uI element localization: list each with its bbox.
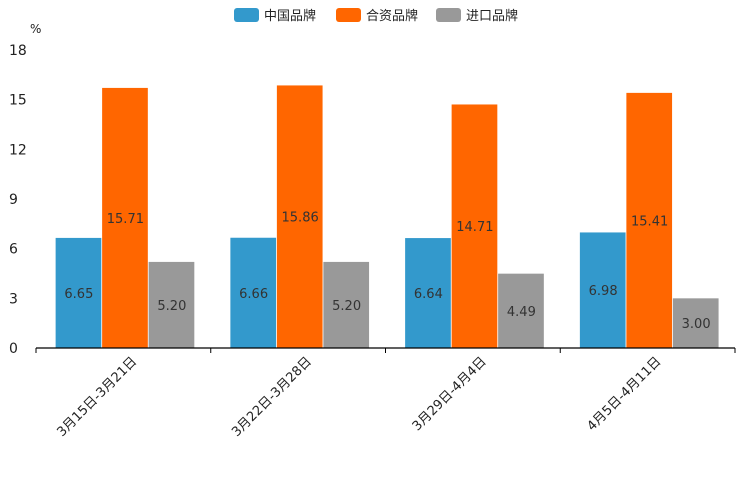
y-tick-label: 12 — [9, 142, 27, 158]
legend: 中国品牌 合资品牌 进口品牌 — [234, 8, 518, 24]
x-category-label: 3月22日-3月28日 — [229, 354, 315, 440]
x-category-label: 3月29日-4月4日 — [410, 354, 490, 434]
data-label-合资品牌-3: 14.71 — [456, 220, 493, 235]
legend-swatch — [436, 8, 461, 22]
legend-label: 合资品牌 — [366, 8, 418, 24]
y-tick-label: 3 — [9, 291, 18, 307]
legend-item-合资品牌[interactable]: 合资品牌 — [336, 8, 418, 24]
bar-中国品牌-2 — [230, 237, 277, 348]
data-label-进口品牌-4: 3.00 — [682, 317, 711, 332]
data-label-进口品牌-3: 4.49 — [507, 305, 536, 320]
bar-进口品牌-3 — [498, 273, 544, 348]
bar-中国品牌-1 — [55, 237, 102, 348]
legend-item-进口品牌[interactable]: 进口品牌 — [436, 8, 518, 24]
legend-label: 中国品牌 — [264, 8, 316, 24]
data-label-合资品牌-4: 15.41 — [631, 214, 668, 229]
bar-进口品牌-2 — [323, 261, 370, 348]
x-category-label: 4月5日-4月11日 — [585, 354, 665, 434]
x-axis: 3月15日-3月21日 3月22日-3月28日 3月29日-4月4日 4月5日-4月1… — [35, 347, 736, 440]
bar-合资品牌-3 — [451, 104, 498, 349]
bars: 6.65 15.71 5.20 6.66 15.86 5.20 6.64 14.71 4.49 6… — [55, 85, 719, 349]
bar-中国品牌-3 — [405, 238, 451, 348]
y-axis: 0 3 6 9 12 15 18 — [9, 43, 27, 357]
legend-swatch — [336, 8, 361, 22]
data-label-中国品牌-2: 6.66 — [239, 287, 268, 302]
y-axis-unit-label: % — [30, 22, 41, 36]
legend-swatch — [234, 8, 259, 22]
data-label-合资品牌-1: 15.71 — [107, 212, 144, 227]
bar-进口品牌-1 — [148, 261, 195, 348]
y-tick-label: 6 — [9, 242, 18, 258]
data-label-合资品牌-2: 15.86 — [282, 211, 319, 226]
bar-进口品牌-4 — [672, 298, 719, 348]
data-label-中国品牌-1: 6.65 — [64, 287, 93, 302]
y-tick-label: 9 — [9, 192, 18, 208]
legend-item-中国品牌[interactable]: 中国品牌 — [234, 8, 316, 24]
data-label-中国品牌-3: 6.64 — [414, 287, 443, 302]
y-tick-label: 0 — [9, 341, 18, 357]
legend-label: 进口品牌 — [466, 8, 518, 24]
bar-合资品牌-2 — [276, 85, 323, 348]
y-tick-label: 15 — [9, 93, 27, 109]
data-label-进口品牌-1: 5.20 — [157, 299, 186, 314]
bar-合资品牌-1 — [102, 87, 148, 348]
bar-中国品牌-4 — [579, 232, 626, 348]
bar-合资品牌-4 — [626, 92, 673, 348]
y-tick-label: 18 — [9, 43, 27, 59]
data-label-进口品牌-2: 5.20 — [332, 299, 361, 314]
data-label-中国品牌-4: 6.98 — [589, 284, 618, 299]
x-category-label: 3月15日-3月21日 — [54, 354, 140, 440]
